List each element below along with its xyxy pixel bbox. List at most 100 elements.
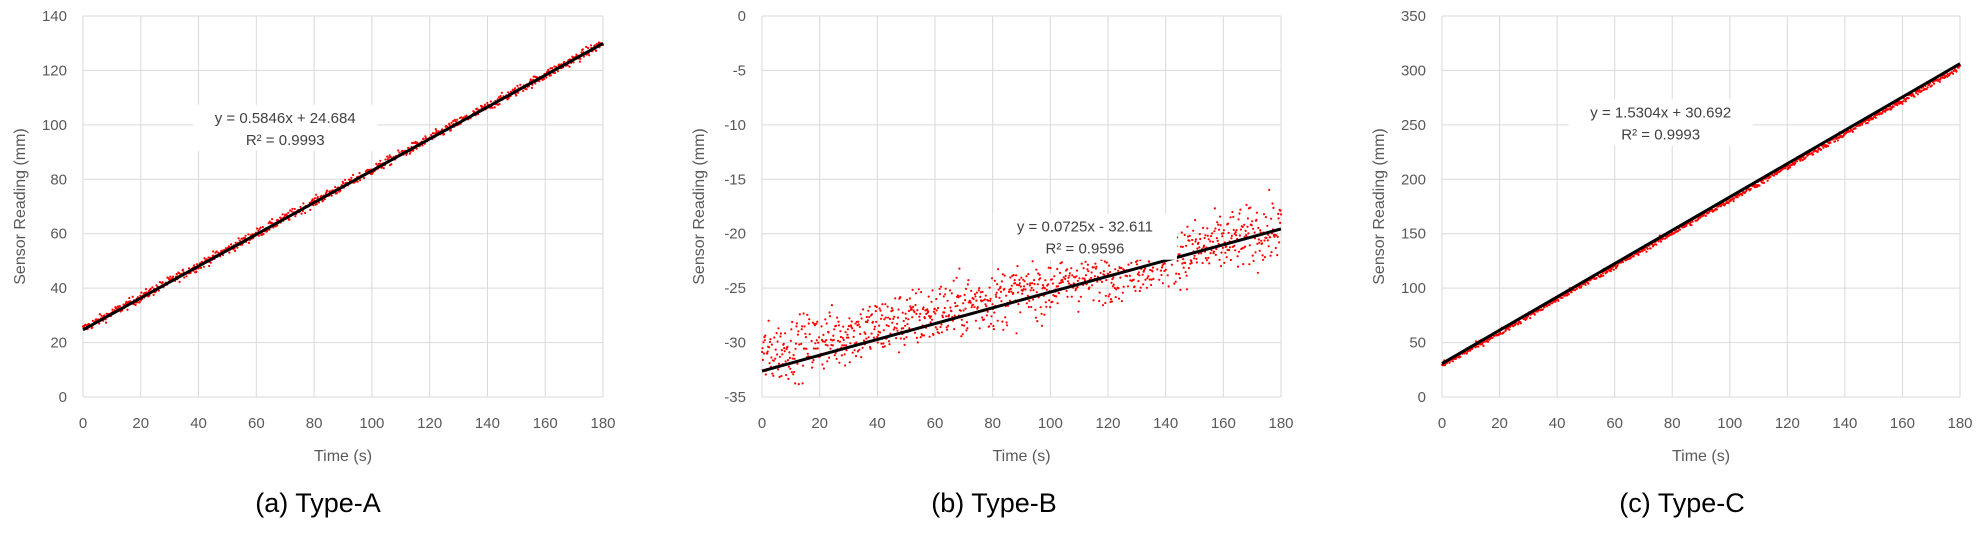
data-point (1179, 245, 1182, 248)
data-point (100, 314, 103, 317)
data-point (530, 86, 534, 89)
data-point (1191, 243, 1194, 246)
data-point (1213, 230, 1216, 233)
data-point (1066, 280, 1070, 283)
data-point (1279, 213, 1283, 216)
data-point (1229, 216, 1232, 219)
data-point (1465, 352, 1468, 355)
data-point (1017, 303, 1020, 306)
x-axis-title: Time (s) (992, 448, 1050, 465)
data-point (791, 320, 794, 324)
data-point (1126, 285, 1130, 288)
data-point (1010, 284, 1013, 287)
data-point (981, 290, 984, 294)
data-point (1487, 340, 1490, 343)
data-point (886, 305, 889, 308)
data-point (826, 360, 829, 363)
data-point (1002, 328, 1005, 331)
data-point (434, 128, 437, 131)
data-point (804, 332, 807, 335)
data-point (1491, 336, 1494, 339)
data-point (1005, 294, 1008, 297)
data-point (1612, 268, 1615, 271)
data-point (930, 300, 933, 303)
data-point (1044, 279, 1047, 282)
fit-equation: y = 0.0725x - 32.611 (1017, 219, 1153, 236)
data-point (873, 328, 876, 331)
data-point (1070, 295, 1073, 298)
data-point (1235, 229, 1238, 232)
data-point (234, 249, 237, 252)
data-point (1088, 286, 1091, 289)
data-point (1939, 76, 1943, 79)
data-point (1804, 156, 1807, 159)
data-point (151, 286, 154, 289)
data-point (1548, 303, 1551, 306)
data-point (491, 106, 494, 109)
linear-fit-line (761, 227, 1282, 373)
data-point (814, 347, 817, 350)
data-point (1047, 266, 1050, 269)
data-point (867, 336, 870, 339)
data-point (1163, 269, 1166, 273)
data-point (962, 302, 965, 305)
data-point (500, 91, 503, 94)
data-point (816, 320, 819, 323)
data-point (1239, 228, 1242, 231)
data-point (1147, 275, 1150, 278)
data-point (91, 319, 94, 322)
x-tick-label: 160 (533, 415, 558, 432)
data-point (762, 352, 766, 355)
data-point (1238, 212, 1241, 215)
data-point (1258, 241, 1261, 244)
data-point (933, 307, 936, 310)
data-point (947, 324, 950, 327)
data-point (965, 329, 968, 332)
data-point (257, 234, 260, 237)
data-point (224, 247, 227, 250)
data-point (1816, 150, 1819, 153)
data-point (1032, 298, 1035, 301)
data-point (1194, 238, 1198, 241)
x-tick-label: 100 (1038, 415, 1063, 432)
data-point (1182, 266, 1185, 269)
data-point (850, 320, 853, 323)
data-point (382, 167, 385, 170)
data-point (925, 312, 928, 315)
data-point (1036, 283, 1039, 286)
data-point (1014, 282, 1017, 285)
data-point (874, 310, 877, 313)
data-point (887, 325, 890, 328)
data-point (1665, 236, 1668, 239)
y-tick-label: 100 (42, 117, 67, 134)
data-point (1159, 269, 1163, 272)
data-point (1024, 288, 1027, 291)
data-point (934, 312, 937, 315)
data-point (1643, 248, 1646, 251)
data-point (913, 331, 917, 334)
data-point (784, 332, 787, 335)
data-point (172, 275, 175, 278)
data-point (1160, 266, 1164, 269)
data-point (236, 246, 239, 249)
data-point (1724, 202, 1727, 205)
data-point (1916, 93, 1919, 96)
data-point (1017, 284, 1021, 287)
data-point (817, 341, 820, 344)
data-point (515, 94, 518, 97)
data-point (580, 51, 583, 54)
data-point (161, 281, 164, 284)
data-point (999, 290, 1003, 293)
data-point (822, 367, 826, 370)
data-point (313, 197, 316, 200)
data-point (294, 215, 297, 218)
data-point (1178, 277, 1181, 280)
data-point (1952, 69, 1955, 73)
data-point (1134, 289, 1137, 292)
data-point (514, 87, 517, 90)
data-point (1110, 281, 1113, 284)
data-point (1848, 130, 1851, 133)
y-tick-label: 80 (50, 171, 67, 188)
x-tick-label: 0 (79, 415, 87, 432)
data-point (1939, 78, 1942, 81)
